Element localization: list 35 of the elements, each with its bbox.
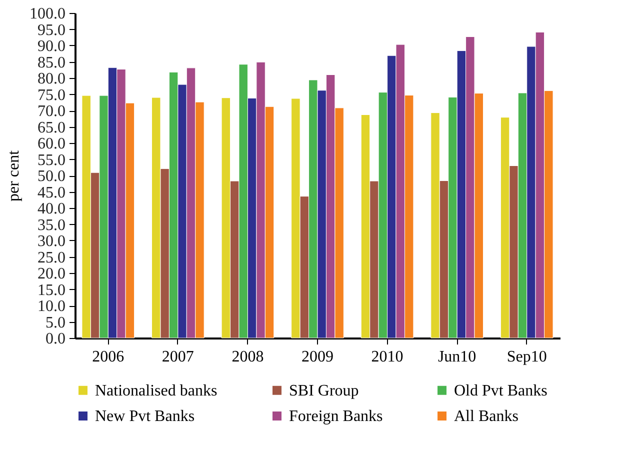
y-tick-label: 40.0	[38, 200, 66, 218]
y-axis-title: per cent	[6, 150, 22, 202]
y-tick-label: 90.0	[38, 38, 66, 55]
y-tick-label: 25.0	[38, 249, 66, 266]
x-tick-label: 2009	[302, 348, 334, 366]
x-tick-label: 2006	[92, 348, 124, 366]
y-tick-label: 100.0	[30, 6, 66, 22]
y-tick-label: 55.0	[38, 152, 66, 169]
y-tick-label: 20.0	[38, 266, 66, 282]
y-tick-label: 30.0	[38, 233, 66, 250]
y-tick-label: 45.0	[38, 184, 66, 202]
y-tick-label: 80.0	[38, 70, 66, 88]
legend-label: New Pvt Banks	[95, 408, 195, 425]
y-tick-label: 5.0	[46, 314, 66, 332]
x-tick-label: 2008	[232, 348, 264, 366]
y-tick-label: 65.0	[38, 119, 66, 136]
legend-label: Old Pvt Banks	[454, 382, 548, 400]
y-tick-label: 10.0	[38, 298, 66, 315]
y-tick-label: 35.0	[38, 216, 66, 234]
y-tick-label: 70.0	[38, 103, 66, 120]
y-tick-label: 0.0	[46, 330, 66, 348]
y-tick-label: 75.0	[38, 86, 66, 104]
y-tick-label: 60.0	[38, 136, 66, 152]
y-tick-label: 50.0	[38, 168, 66, 185]
x-tick-label: Jun10	[438, 348, 476, 366]
legend-label: SBI Group	[289, 382, 359, 400]
x-tick-label: Sep10	[506, 348, 547, 366]
x-tick-label: 2007	[162, 348, 194, 366]
y-tick-label: 85.0	[38, 54, 66, 72]
legend-label: Foreign Banks	[289, 408, 383, 425]
y-tick-label: 95.0	[38, 22, 66, 39]
y-tick-label: 15.0	[38, 282, 66, 299]
x-tick-label: 2010	[371, 348, 404, 366]
legend-label: All Banks	[454, 408, 518, 425]
legend-label: Nationalised banks	[95, 382, 218, 400]
